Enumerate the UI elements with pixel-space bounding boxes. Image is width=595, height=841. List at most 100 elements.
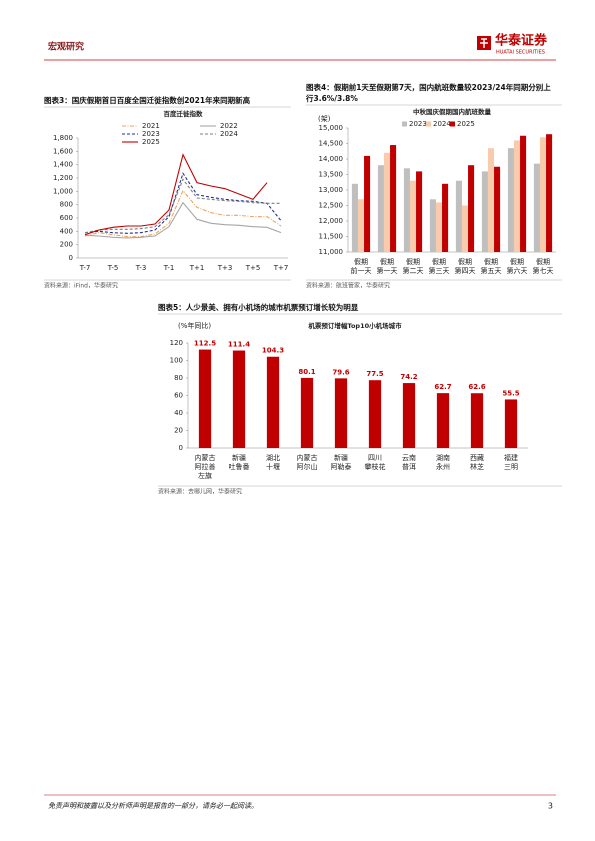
x-tick-label-line: 湖北 [266,453,280,462]
data-label: 112.5 [194,340,216,348]
y-tick-label: 1,800 [53,134,73,142]
series-line [84,172,282,234]
x-tick-label-line: 云南 [402,453,416,462]
caption-line: 图表4：假期前1天至假期第7天，国内航班数量较2023/24年同期分别上 [306,82,551,92]
x-tick-label: 福建三明 [504,453,518,471]
legend-swatch [426,121,431,127]
x-tick-label-line: 左旗 [198,471,212,480]
data-label: 79.6 [332,368,349,376]
y-tick-label: 600 [60,214,73,222]
x-tick-label: 内蒙古阿拉善左旗 [195,453,216,480]
data-label: 62.7 [434,383,451,391]
y-tick-label: 13,000 [319,186,344,194]
chart-title: 中秋国庆假期国内航班数量 [413,107,492,116]
bar [442,183,449,252]
x-tick-label: 云南普洱 [402,453,416,471]
x-tick-label-line: 新疆 [334,453,348,462]
bar [390,145,397,252]
legend-swatch [450,121,455,127]
bar [198,349,212,448]
y-tick-label: 100 [170,357,183,365]
x-tick-label: 湖北十堰 [266,453,280,471]
y-tick-label: 11,500 [319,233,344,241]
x-tick-label: T-3 [135,264,147,272]
x-tick-label: 假期第三天 [429,257,450,275]
series-line [84,201,282,239]
x-tick-label: 假期第二天 [403,257,424,275]
y-tick-label: 20 [174,427,183,435]
series-line [84,178,281,234]
y-tick-label: 14,000 [319,155,344,163]
figure-caption: 图表3：国庆假期首日百度全国迁徙指数创2021年来同期新高 [44,95,251,105]
y-unit: (架) [318,115,331,123]
x-tick-label-line: 第五天 [481,266,502,275]
x-tick-label-line: 假期 [432,257,446,266]
x-tick-label: 假期前一天 [351,257,372,275]
x-tick-label-line: 阿拉善 [195,462,216,471]
bar [504,399,518,448]
bar [402,383,416,448]
y-tick-label: 12,500 [319,202,344,210]
y-tick-label: 1,600 [53,147,73,155]
bar [533,163,540,252]
y-tick-label: 1,000 [53,187,73,195]
x-tick-label-line: 第七天 [533,266,554,275]
bar [507,148,514,252]
x-tick-label-line: 内蒙古 [297,453,318,462]
bar [416,171,423,252]
x-tick-label-line: 西藏 [470,453,484,462]
bar [513,140,521,252]
y-tick-label: 1,200 [53,174,73,182]
y-tick-label: 60 [174,392,183,400]
y-tick-label: 11,000 [319,248,344,256]
x-tick-label: 假期第五天 [481,257,502,275]
legend-label: 2023 [409,120,427,128]
x-tick-label-line: 前一天 [351,266,372,275]
bar [435,202,443,252]
y-tick-label: 120 [170,339,183,347]
bar [461,205,469,252]
x-tick-label-line: 假期 [536,257,550,266]
x-tick-label-line: 假期 [406,257,420,266]
legend-swatch [402,121,407,127]
x-tick-label-line: 假期 [380,257,394,266]
y-tick-label: 13,500 [319,171,344,179]
x-tick-label: T-5 [107,264,119,272]
legend-label: 2023 [142,130,160,138]
x-tick-label: 假期第七天 [533,257,554,275]
legend-label: 2025 [457,120,475,128]
x-tick-label-line: 阿勒泰 [331,462,352,471]
legend-label: 2024 [220,130,238,138]
bar [539,137,547,252]
bar [494,166,501,252]
y-tick-label: 15,000 [319,124,344,132]
data-label: 74.2 [400,373,417,381]
source-note: 资料来源：航班管家，华泰研究 [306,282,390,290]
y-unit: (%年同比) [178,321,211,330]
bar [357,199,365,252]
x-tick-label: 西藏林芝 [470,453,484,471]
x-tick-label-line: 攀枝花 [365,462,386,471]
x-tick-label-line: 普洱 [402,462,416,471]
bar [232,350,246,448]
figure-caption: 图表4：假期前1天至假期第7天，国内航班数量较2023/24年同期分别上行3.6… [305,82,551,103]
data-label: 55.5 [502,389,519,397]
page-number: 3 [548,802,553,811]
bar [377,165,384,252]
x-tick-label-line: 第二天 [403,266,424,275]
bar [470,393,484,448]
y-tick-label: 80 [174,374,183,382]
chart-title: 百度迁徙指数 [164,109,204,118]
bar [468,165,475,252]
y-tick-label: 0 [69,254,73,262]
x-tick-label-line: 三明 [504,463,518,471]
data-label: 111.4 [228,341,250,349]
y-tick-label: 400 [60,227,73,235]
x-tick-label-line: 假期 [354,257,368,266]
data-label: 62.6 [468,383,485,391]
figure-caption: 图表5：人少景美、拥有小机场的城市机票预订增长较为明显 [158,302,359,312]
bar [436,393,450,448]
x-tick-label: 四川攀枝花 [365,454,386,471]
legend-label: 2021 [142,122,160,130]
